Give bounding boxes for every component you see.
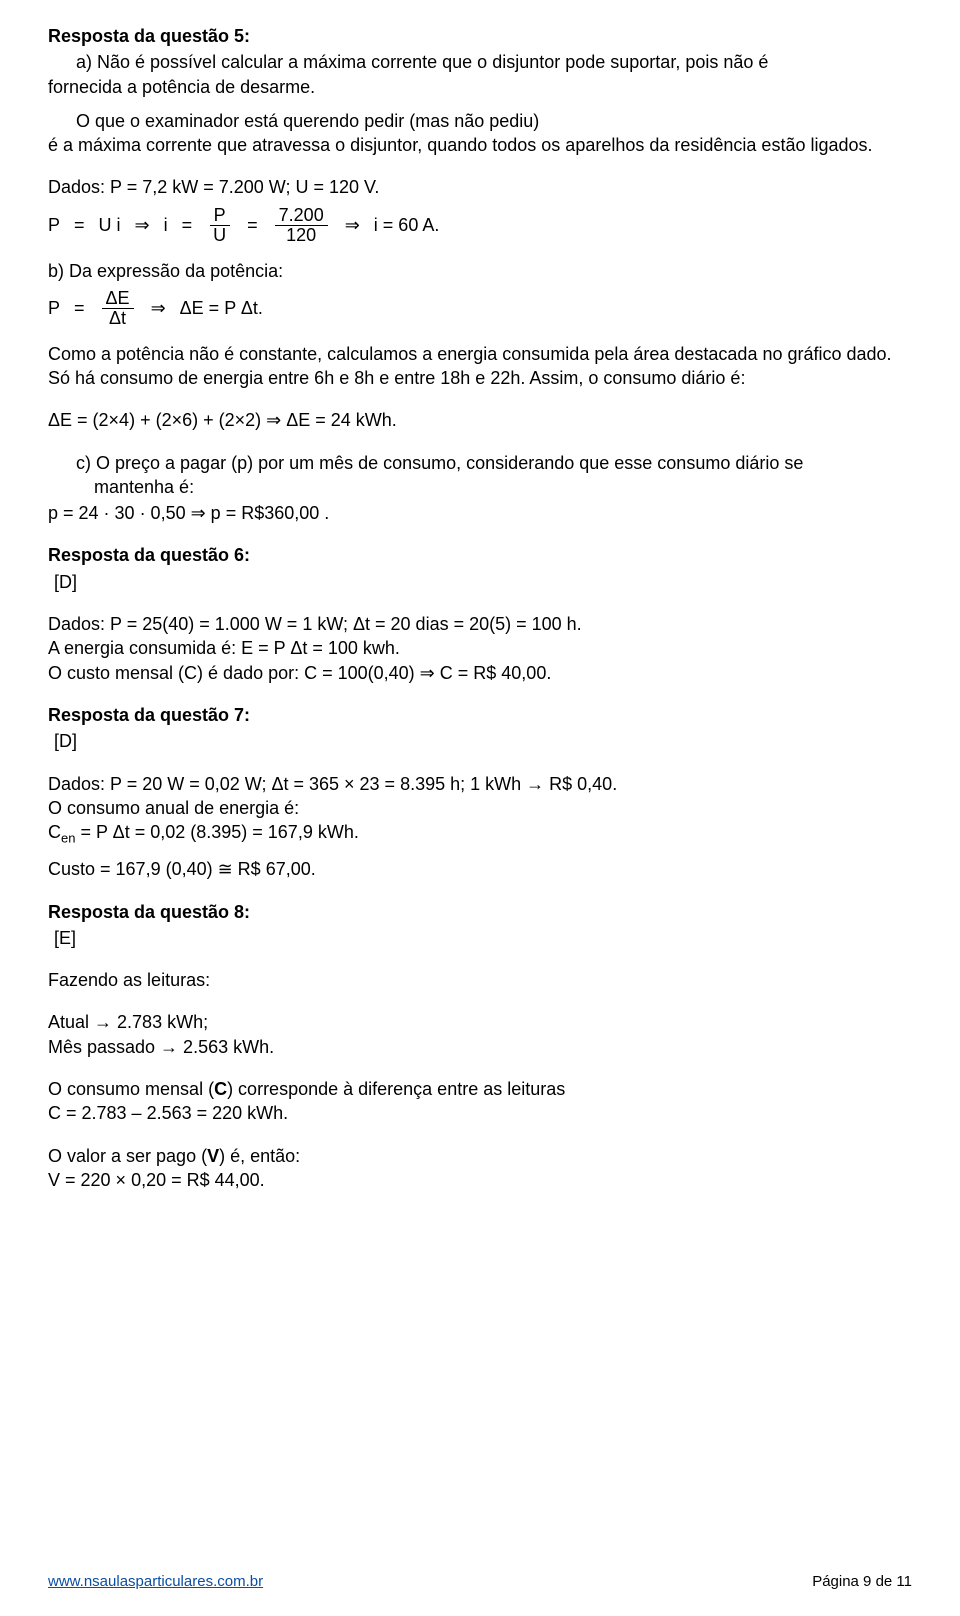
q8-l3: Mês passado → 2.563 kWh. xyxy=(48,1035,912,1059)
sym-i: i xyxy=(164,213,168,237)
q7-l2: O consumo anual de energia é: xyxy=(48,796,912,820)
q5-dados: Dados: P = 7,2 kW = 7.200 W; U = 120 V. xyxy=(48,175,912,199)
q6-l3: O custo mensal (C) é dado por: C = 100(0… xyxy=(48,661,912,685)
q7-answer: [D] xyxy=(48,729,912,753)
q8-l5: C = 2.783 – 2.563 = 220 kWh. xyxy=(48,1101,912,1125)
q5-b-formula: P = ΔE Δt ⇒ ΔE = P Δt. xyxy=(48,289,912,328)
q5-exp1: Como a potência não é constante, calcula… xyxy=(48,342,912,391)
frac-den-val: 120 xyxy=(282,226,320,245)
page-footer: www.nsaulasparticulares.com.br Página 9 … xyxy=(0,1572,960,1592)
frac-val: 7.200 120 xyxy=(275,206,328,245)
q8-heading: Resposta da questão 8: xyxy=(48,900,912,924)
q6-l2: A energia consumida é: E = P Δt = 100 kw… xyxy=(48,636,912,660)
arrow-icon: ⇒ xyxy=(151,296,166,320)
q7-l3-sub: en xyxy=(61,831,75,846)
q5-a-line1: a) Não é possível calcular a máxima corr… xyxy=(48,50,912,74)
q6-heading: Resposta da questão 6: xyxy=(48,543,912,567)
sym-P: P xyxy=(48,213,60,237)
q5-c-line1: c) O preço a pagar (p) por um mês de con… xyxy=(48,451,912,475)
footer-page: Página 9 de 11 xyxy=(812,1572,912,1592)
sym-P2: P xyxy=(48,296,60,320)
q8-answer: [E] xyxy=(48,926,912,950)
sym-eq2: = xyxy=(182,213,193,237)
q7-l3-pre: C xyxy=(48,822,61,842)
frac-de: ΔE xyxy=(102,289,134,309)
q8-l1: Fazendo as leituras: xyxy=(48,968,912,992)
q7-l3: Cen = P Δt = 0,02 (8.395) = 167,9 kWh. xyxy=(48,820,912,847)
sym-eq4: = xyxy=(74,296,85,320)
q5-a-line2: fornecida a potência de desarme. xyxy=(48,75,912,99)
q5-intro-line1: O que o examinador está querendo pedir (… xyxy=(48,109,912,133)
q6-l1: Dados: P = 25(40) = 1.000 W = 1 kW; Δt =… xyxy=(48,612,912,636)
sym-Ui: U i xyxy=(99,213,121,237)
frac-dt: Δt xyxy=(105,309,130,328)
frac-dedt: ΔE Δt xyxy=(102,289,134,328)
q5-intro-line2: é a máxima corrente que atravessa o disj… xyxy=(48,133,912,157)
arrow-icon: ⇒ xyxy=(345,213,360,237)
frac-pu: P U xyxy=(209,206,230,245)
frac-num-val: 7.200 xyxy=(275,206,328,226)
q7-l4: Custo = 167,9 (0,40) ≅ R$ 67,00. xyxy=(48,857,912,881)
q8-l4: O consumo mensal (C) corresponde à difer… xyxy=(48,1077,912,1101)
q5-b-title: b) Da expressão da potência: xyxy=(48,259,912,283)
q5-b-rhs: ΔE = P Δt. xyxy=(180,296,263,320)
frac-num-p: P xyxy=(210,206,230,226)
q6-answer: [D] xyxy=(48,570,912,594)
q5-deltaE-formula: ΔE = (2×4) + (2×6) + (2×2) ⇒ ΔE = 24 kWh… xyxy=(48,408,912,432)
q5-heading: Resposta da questão 5: xyxy=(48,24,912,48)
q8-l6: O valor a ser pago (V) é, então: xyxy=(48,1144,912,1168)
q8-l2: Atual → 2.783 kWh; xyxy=(48,1010,912,1034)
q5-c-formula: p = 24 · 30 · 0,50 ⇒ p = R$360,00 . xyxy=(48,501,912,525)
q7-heading: Resposta da questão 7: xyxy=(48,703,912,727)
q7-l3-post: = P Δt = 0,02 (8.395) = 167,9 kWh. xyxy=(75,822,358,842)
q5-formula-pui: P = U i ⇒ i = P U = 7.200 120 ⇒ i = 60 A… xyxy=(48,206,912,245)
q5-c-line2: mantenha é: xyxy=(48,475,912,499)
frac-den-u: U xyxy=(209,226,230,245)
sym-eq3: = xyxy=(247,213,258,237)
sym-eq: = xyxy=(74,213,85,237)
arrow-icon: ⇒ xyxy=(135,213,150,237)
footer-link[interactable]: www.nsaulasparticulares.com.br xyxy=(48,1572,263,1592)
q7-l1: Dados: P = 20 W = 0,02 W; Δt = 365 × 23 … xyxy=(48,772,912,796)
q8-l7: V = 220 × 0,20 = R$ 44,00. xyxy=(48,1168,912,1192)
q5-result: i = 60 A. xyxy=(374,213,440,237)
